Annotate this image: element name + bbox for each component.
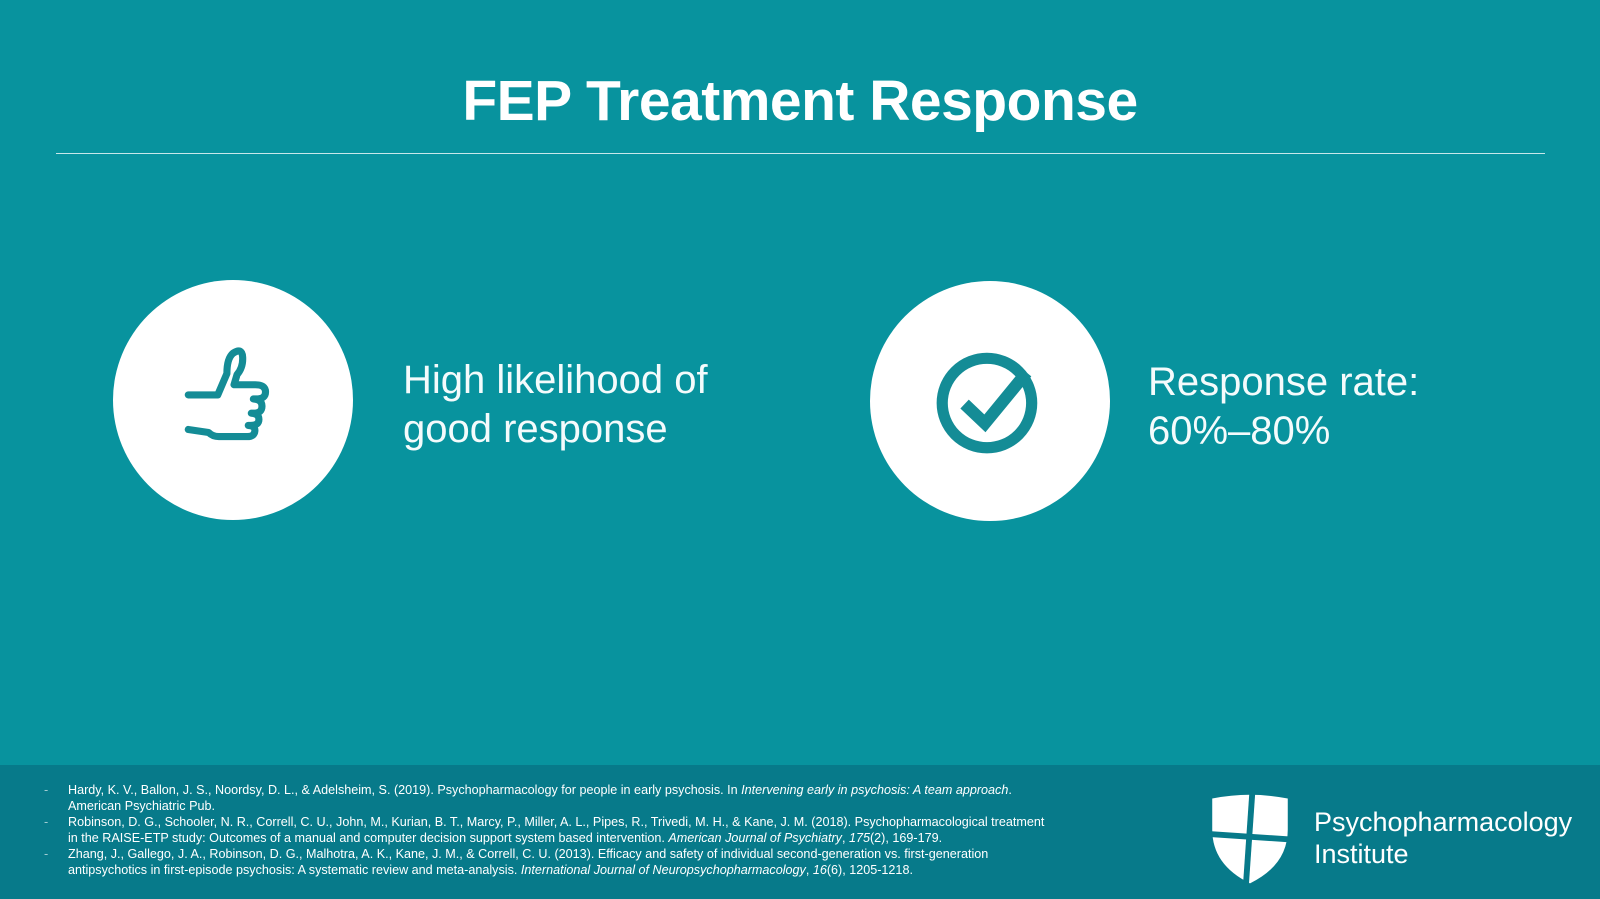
reference-text: Robinson, D. G., Schooler, N. R., Correl… xyxy=(68,814,1045,845)
check-circle-icon xyxy=(936,352,1038,454)
references-list: - Hardy, K. V., Ballon, J. S., Noordsy, D… xyxy=(44,783,1049,878)
reference-text: Hardy, K. V., Ballon, J. S., Noordsy, D.… xyxy=(68,783,1012,813)
reference-bullet: - xyxy=(44,783,49,797)
response-rate-line: 60%–80% xyxy=(1148,409,1331,453)
shield-cross-icon xyxy=(1208,791,1292,885)
logo-line-2: Institute xyxy=(1314,839,1409,869)
benefit-line: High likelihood of xyxy=(403,358,708,402)
reference-item: - Hardy, K. V., Ballon, J. S., Noordsy, D… xyxy=(44,783,1049,815)
logo-line-1: Psychopharmacology xyxy=(1314,807,1573,837)
reference-item: - Zhang, J., Gallego, J. A., Robinson, D.… xyxy=(44,847,1049,879)
benefit-line: good response xyxy=(403,407,668,451)
reference-item: - Robinson, D. G., Schooler, N. R., Corre… xyxy=(44,815,1049,847)
thumbs-up-icon xyxy=(184,347,270,441)
response-rate-line: Response rate: xyxy=(1148,360,1420,404)
page-title: FEP Treatment Response xyxy=(462,69,1138,133)
title-divider xyxy=(56,153,1545,154)
reference-bullet: - xyxy=(44,814,49,829)
reference-bullet: - xyxy=(44,846,49,861)
institute-logo-text: Psychopharmacology Institute xyxy=(1314,806,1572,870)
institute-logo: Psychopharmacology Institute xyxy=(1208,791,1572,885)
footer: - Hardy, K. V., Ballon, J. S., Noordsy, D… xyxy=(0,765,1600,899)
thumbs-up-badge xyxy=(113,280,353,520)
benefit-caption: High likelihood of good response xyxy=(403,356,708,454)
check-circle-badge xyxy=(870,281,1110,521)
reference-text: Zhang, J., Gallego, J. A., Robinson, D. … xyxy=(68,846,989,877)
response-rate-caption: Response rate: 60%–80% xyxy=(1148,358,1419,456)
